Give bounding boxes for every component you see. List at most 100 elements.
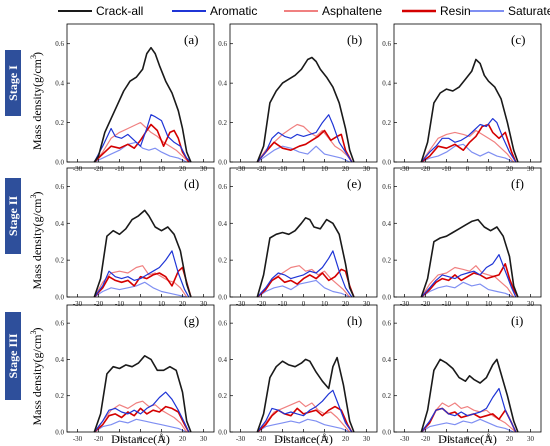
x-tick-label: -10: [115, 435, 125, 443]
y-tick-label: 0.6: [55, 40, 64, 48]
panel-letter: (b): [347, 32, 362, 47]
x-tick-label: -20: [257, 435, 267, 443]
series-line-saturate: [93, 418, 187, 433]
x-tick-label: -10: [442, 435, 452, 443]
series-line-saturate: [421, 143, 514, 163]
x-tick-label: 30: [527, 165, 535, 173]
series-line-saturate: [256, 279, 350, 298]
x-tick-label: -20: [421, 165, 431, 173]
y-axis-label-sup: 3: [29, 331, 38, 335]
x-tick-label: -30: [236, 435, 246, 443]
panel-letter: (g): [184, 313, 199, 328]
stage-label-box: [5, 178, 21, 254]
panel-b: -30 -20 -10 0 10 20 30 0.0 0.2 0.4 0.6 (b): [218, 23, 378, 173]
legend-label: Resin: [440, 4, 471, 18]
x-tick-label: 30: [363, 165, 371, 173]
series-line-crack-all: [93, 46, 192, 163]
x-tick-label: -10: [115, 165, 125, 173]
y-tick-label: 0.6: [55, 183, 64, 191]
x-tick-label: 10: [158, 165, 166, 173]
series-line-crack-all: [256, 56, 355, 163]
x-axis-label: Distance(Å): [111, 432, 170, 446]
y-tick-label: 0.2: [55, 392, 64, 400]
series-line-aromatic: [93, 250, 190, 298]
x-tick-label: -30: [73, 300, 83, 308]
x-tick-label: 20: [179, 300, 187, 308]
y-tick-label: 0.6: [382, 40, 391, 48]
x-tick-label: 10: [321, 300, 329, 308]
y-tick-label: 0.4: [382, 220, 391, 228]
panels: -30 -20 -10 0 10 20 30 0.0 0.2 0.4 0.6 (a) -30 -20 -10…: [55, 23, 542, 443]
x-tick-label: 0: [139, 435, 143, 443]
series-line-asphaltene: [420, 265, 515, 298]
series-line-aromatic: [93, 114, 192, 163]
x-tick-label: -30: [400, 435, 410, 443]
y-tick-label: 0.2: [55, 257, 64, 265]
y-tick-label: 0.6: [382, 183, 391, 191]
y-tick-label: 0.4: [382, 80, 391, 88]
series-line-crack-all: [420, 218, 519, 298]
x-tick-label: 30: [200, 165, 208, 173]
panel-letter: (f): [511, 176, 524, 191]
x-tick-label: -30: [400, 300, 410, 308]
legend: Crack-all Aromatic Asphaltene Resin Saturate: [58, 4, 550, 18]
series-line-aromatic: [256, 389, 353, 433]
panel-f: -30 -20 -10 0 10 20 30 0.0 0.2 0.4 0.6 (f): [382, 167, 542, 308]
x-tick-label: -10: [442, 300, 452, 308]
x-tick-label: 20: [342, 435, 350, 443]
x-tick-label: 0: [302, 300, 306, 308]
y-tick-label: 0.0: [55, 429, 64, 437]
x-tick-label: -30: [400, 165, 410, 173]
y-tick-label: 0.2: [218, 257, 227, 265]
stage-labels: Stage I Stage II Stage III: [5, 50, 21, 400]
y-tick-label: 0.0: [382, 159, 391, 167]
series-line-resin: [93, 266, 192, 298]
x-tick-label: -10: [278, 300, 288, 308]
stage-label: Stage III: [6, 333, 20, 378]
x-tick-label: 10: [158, 435, 166, 443]
series-line-crack-all: [256, 217, 355, 298]
y-tick-label: 0.2: [218, 119, 227, 127]
y-tick-label: 0.4: [218, 356, 227, 364]
y-tick-label: 0.0: [55, 294, 64, 302]
series-line-resin: [420, 123, 517, 163]
series-line-aromatic: [93, 391, 190, 433]
x-tick-label: 0: [466, 300, 470, 308]
x-tick-label: 30: [363, 435, 371, 443]
y-tick-label: 0.6: [55, 320, 64, 328]
legend-label: Asphaltene: [322, 4, 382, 18]
series-line-resin: [420, 263, 519, 298]
y-tick-label: 0.4: [55, 80, 64, 88]
x-tick-label: -10: [278, 165, 288, 173]
x-tick-label: 20: [506, 300, 514, 308]
series-line-asphaltene: [420, 402, 517, 433]
y-tick-label: 0.0: [218, 429, 227, 437]
y-tick-label: 0.4: [382, 356, 391, 364]
panel-letter: (i): [511, 313, 523, 328]
y-tick-label: 0.0: [382, 294, 391, 302]
x-tick-label: -20: [421, 300, 431, 308]
y-tick-label: 0.4: [55, 356, 64, 364]
y-tick-label: 0.0: [55, 159, 64, 167]
panel-letter: (a): [184, 32, 198, 47]
y-tick-label: 0.2: [382, 257, 391, 265]
y-tick-label: 0.2: [55, 119, 64, 127]
series-line-saturate: [420, 281, 514, 298]
x-tick-label: 20: [179, 165, 187, 173]
x-tick-label: -10: [278, 435, 288, 443]
x-tick-label: 0: [302, 165, 306, 173]
y-tick-label: 0.2: [382, 119, 391, 127]
y-tick-label: 0.4: [55, 220, 64, 228]
y-tick-label: 0.0: [382, 429, 391, 437]
series-line-asphaltene: [256, 123, 353, 163]
series-line-resin: [93, 123, 190, 163]
series-line-asphaltene: [93, 122, 190, 163]
x-tick-label: -20: [94, 435, 104, 443]
stage-label-box: [5, 312, 21, 400]
legend-label: Aromatic: [210, 4, 257, 18]
series-line-aromatic: [256, 250, 353, 298]
panel-letter: (d): [184, 176, 199, 191]
y-tick-label: 0.4: [218, 220, 227, 228]
